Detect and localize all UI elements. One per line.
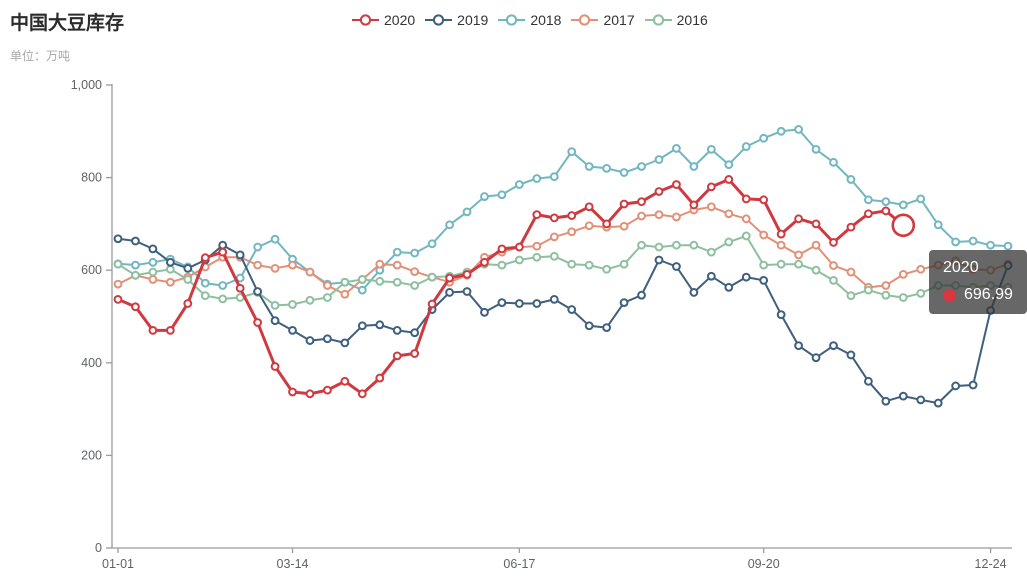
chart-unit-subtitle: 单位：万吨 bbox=[10, 49, 71, 63]
legend-item-2017[interactable]: 2017 bbox=[571, 12, 635, 28]
emphasized-data-point[interactable] bbox=[891, 213, 916, 238]
series-2020-line bbox=[113, 175, 916, 399]
x-axis-tick-label: 12-24 bbox=[975, 557, 1007, 571]
legend-line-marker-icon bbox=[571, 14, 599, 26]
legend-item-label: 2018 bbox=[530, 12, 562, 28]
tooltip-value: 696.99 bbox=[964, 286, 1013, 303]
y-axis-labels: 0 200 400 600 800 1,000 bbox=[71, 78, 112, 555]
tooltip-series-marker-icon bbox=[943, 288, 956, 302]
series-2019-line bbox=[113, 234, 1013, 408]
tooltip: 2020 696.99 bbox=[929, 250, 1027, 314]
legend-item-label: 2020 bbox=[384, 12, 416, 28]
legend-item-2016[interactable]: 2016 bbox=[644, 12, 708, 28]
legend: 2020 2019 2018 2017 2016 bbox=[352, 10, 708, 30]
series-2018-line bbox=[113, 125, 1013, 295]
tooltip-series-label: 2020 bbox=[943, 259, 979, 276]
x-axis-tick-label: 03-14 bbox=[277, 557, 309, 571]
series-2016-line bbox=[113, 231, 1013, 310]
legend-item-label: 2017 bbox=[603, 12, 635, 28]
legend-line-marker-icon bbox=[425, 14, 453, 26]
legend-item-label: 2019 bbox=[457, 12, 489, 28]
y-axis-tick-label: 800 bbox=[81, 171, 102, 185]
legend-line-marker-icon bbox=[644, 14, 672, 26]
page-title: 中国大豆库存 bbox=[10, 13, 125, 34]
y-axis-tick-label: 400 bbox=[81, 356, 102, 370]
legend-line-marker-icon bbox=[498, 14, 526, 26]
legend-item-label: 2016 bbox=[676, 12, 708, 28]
x-axis-tick-label: 06-17 bbox=[503, 557, 535, 571]
y-axis-tick-label: 0 bbox=[95, 541, 102, 555]
y-axis-tick-label: 600 bbox=[81, 263, 102, 277]
legend-item-2020[interactable]: 2020 bbox=[352, 12, 415, 28]
x-axis-tick-label: 01-01 bbox=[102, 557, 134, 571]
legend-item-2019[interactable]: 2019 bbox=[425, 12, 488, 28]
axes bbox=[111, 84, 1012, 549]
legend-item-2018[interactable]: 2018 bbox=[498, 12, 561, 28]
tooltip-row: 696.99 bbox=[943, 286, 1013, 304]
legend-line-marker-icon bbox=[352, 14, 379, 26]
x-axis-tick-label: 09-20 bbox=[748, 557, 780, 571]
y-axis-tick-label: 1,000 bbox=[71, 78, 102, 92]
y-axis-tick-label: 200 bbox=[81, 448, 102, 462]
x-axis-labels: 01-01 03-14 06-17 09-20 12-24 bbox=[102, 548, 1007, 571]
